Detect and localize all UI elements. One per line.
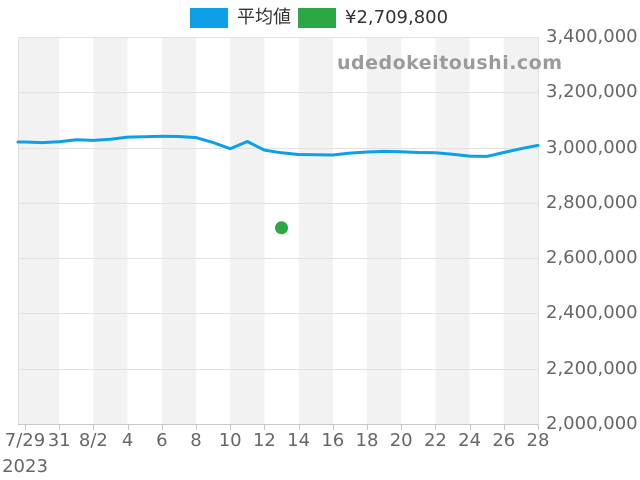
y-axis-tick-label: 2,600,000 (546, 247, 638, 269)
plot-band (18, 37, 60, 424)
plot-band (435, 37, 470, 424)
x-axis-tick-label: 8 (190, 430, 202, 451)
x-axis-tick-label: 8/2 (78, 430, 108, 451)
x-axis-tick-label: 6 (156, 430, 168, 451)
x-axis-tick-label: 24 (458, 430, 482, 451)
y-axis-tick-label: 2,800,000 (546, 191, 638, 213)
plot-band (503, 37, 538, 424)
y-axis-tick-label: 2,000,000 (546, 413, 638, 434)
listing-series-swatch-icon (298, 8, 336, 28)
legend-item-listing[interactable]: ¥2,709,800 (298, 8, 448, 28)
x-axis-tick-label: 22 (423, 430, 447, 451)
average-series-swatch-icon (190, 8, 228, 28)
x-axis-tick-label: 26 (492, 430, 516, 451)
watermark: udedokeitoushi.com (337, 52, 563, 74)
plot-band (298, 37, 333, 424)
y-axis-tick-label: 3,000,000 (546, 136, 638, 158)
x-axis-tick-label: 7/29 (4, 430, 46, 451)
legend-item-average[interactable]: 平均値 (190, 8, 291, 28)
plot-band (161, 37, 196, 424)
x-axis-tick-label: 31 (47, 430, 71, 451)
x-axis-tick-label: 14 (287, 430, 311, 451)
x-axis-tick-label: 12 (252, 430, 276, 451)
plot-band (93, 37, 128, 424)
y-axis-tick-label: 2,400,000 (546, 302, 638, 324)
y-axis-tick-label: 2,200,000 (546, 357, 638, 379)
x-axis-tick-label: 10 (218, 430, 242, 451)
average-price-line[interactable] (16, 134, 540, 158)
listing-series-label: ¥2,709,800 (345, 7, 449, 28)
x-axis-tick-label: 18 (355, 430, 379, 451)
average-series-label: 平均値 (237, 7, 291, 28)
x-axis-tick-label: 20 (389, 430, 413, 451)
plot-band (230, 37, 265, 424)
chart-legend: 平均値 ¥2,709,800 (190, 8, 448, 28)
x-axis-tick-label: 16 (321, 430, 345, 451)
x-axis-tick-label: 28 (526, 430, 550, 451)
y-axis-tick-label: 3,200,000 (546, 81, 638, 103)
plot-band (367, 37, 402, 424)
y-axis-tick-label: 3,400,000 (546, 26, 638, 47)
listing-price-point[interactable] (275, 221, 288, 235)
x-axis-year-label: 2023 (2, 456, 48, 477)
x-axis-tick-label: 4 (121, 430, 134, 451)
